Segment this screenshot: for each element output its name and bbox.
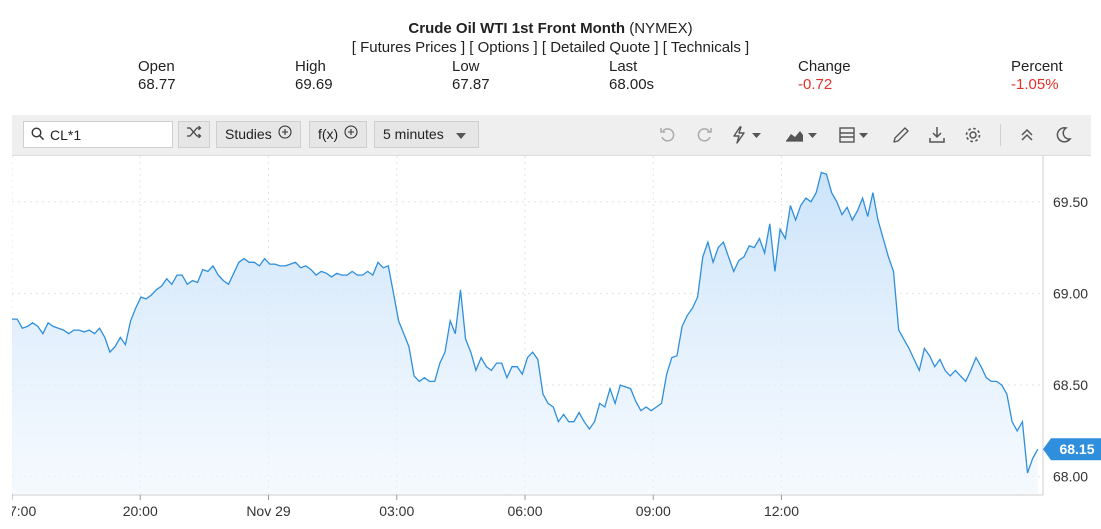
chart-title: Crude Oil WTI 1st Front Month (NYMEX) <box>0 20 1101 37</box>
stat-last-label: Last <box>609 58 638 75</box>
stat-open-value: 68.77 <box>138 76 176 93</box>
stat-high: High 69.69 <box>295 58 333 94</box>
x-tick-label: 06:00 <box>507 503 542 519</box>
x-tick-label: 09:00 <box>636 503 671 519</box>
link-futures-prices[interactable]: Futures Prices <box>360 39 457 56</box>
stat-last: Last 68.00s <box>609 58 654 94</box>
studies-label: Studies <box>225 126 272 142</box>
stat-change: Change -0.72 <box>798 58 851 94</box>
shuffle-icon <box>186 122 202 147</box>
stat-change-value: -0.72 <box>798 76 833 93</box>
x-tick-label: 12:00 <box>764 503 799 519</box>
symbol-input[interactable] <box>50 125 168 144</box>
x-tick-label: 20:00 <box>123 503 158 519</box>
y-tick-label: 68.50 <box>1053 377 1088 393</box>
stat-high-value: 69.69 <box>295 76 333 93</box>
gear-icon[interactable] <box>963 125 983 145</box>
caret-down-icon <box>455 122 466 147</box>
link-options[interactable]: Options <box>477 39 530 56</box>
last-price-badge: 68.15 <box>1043 438 1101 461</box>
stat-high-label: High <box>295 58 326 75</box>
exchange-name: (NYMEX) <box>629 20 693 37</box>
stat-change-label: Change <box>798 58 851 75</box>
toolbar-divider <box>1000 124 1001 146</box>
compare-button[interactable] <box>178 121 210 148</box>
x-tick-label: Nov 29 <box>246 503 291 519</box>
x-axis-ticks: 7:00 20:00 Nov 29 03:00 06:00 09:00 12:00 <box>9 495 799 519</box>
symbol-search[interactable] <box>23 121 173 148</box>
stat-low: Low 67.87 <box>452 58 490 94</box>
undo-icon[interactable] <box>658 125 678 145</box>
stat-percent-value: -1.05% <box>1011 76 1059 93</box>
price-line <box>12 171 1039 474</box>
stat-open: Open 68.77 <box>138 58 176 94</box>
add-circle-icon <box>278 122 292 147</box>
y-tick-label: 69.00 <box>1053 285 1088 301</box>
last-price-label: 68.15 <box>1059 441 1094 457</box>
lightning-icon[interactable] <box>730 125 766 145</box>
stat-percent-label: Percent <box>1011 58 1063 75</box>
link-technicals[interactable]: Technicals <box>670 39 741 56</box>
price-area <box>12 172 1038 495</box>
link-detailed-quote[interactable]: Detailed Quote <box>550 39 651 56</box>
price-chart[interactable]: 68.00 68.50 69.00 69.50 7:00 20:00 Nov 29 03:0… <box>9 156 1101 524</box>
y-tick-label: 68.00 <box>1053 469 1088 485</box>
studies-button[interactable]: Studies <box>216 121 301 148</box>
moon-icon[interactable] <box>1053 125 1073 145</box>
stat-low-label: Low <box>452 58 480 75</box>
stat-percent: Percent -1.05% <box>1011 58 1063 94</box>
collapse-icon[interactable] <box>1017 125 1037 145</box>
fx-label: f(x) <box>318 126 339 142</box>
pencil-icon[interactable] <box>891 125 911 145</box>
chart-type-icon[interactable] <box>784 125 822 145</box>
add-circle-icon <box>344 122 358 147</box>
layout-icon[interactable] <box>838 125 874 145</box>
search-icon <box>31 127 45 146</box>
stat-open-label: Open <box>138 58 175 75</box>
stat-last-value: 68.00s <box>609 76 655 93</box>
instrument-name: Crude Oil WTI 1st Front Month <box>408 20 626 37</box>
download-icon[interactable] <box>927 125 947 145</box>
y-axis-ticks: 68.00 68.50 69.00 69.50 <box>1053 194 1088 485</box>
last-price-marker <box>1043 438 1101 461</box>
interval-label: 5 minutes <box>383 126 444 142</box>
y-tick-label: 69.50 <box>1053 194 1088 210</box>
chart-svg[interactable]: 68.00 68.50 69.00 69.50 7:00 20:00 Nov 29 03:0… <box>9 156 1101 524</box>
quote-links: [ Futures Prices ] [ Options ] [ Detaile… <box>351 39 750 56</box>
interval-select[interactable]: 5 minutes <box>374 121 479 148</box>
fx-button[interactable]: f(x) <box>309 121 368 148</box>
x-tick-label: 7:00 <box>12 503 36 519</box>
stat-low-value: 67.87 <box>452 76 490 93</box>
redo-icon[interactable] <box>694 125 714 145</box>
chart-toolbar: Studies f(x) 5 minutes <box>12 115 1091 156</box>
x-tick-label: 03:00 <box>379 503 414 519</box>
